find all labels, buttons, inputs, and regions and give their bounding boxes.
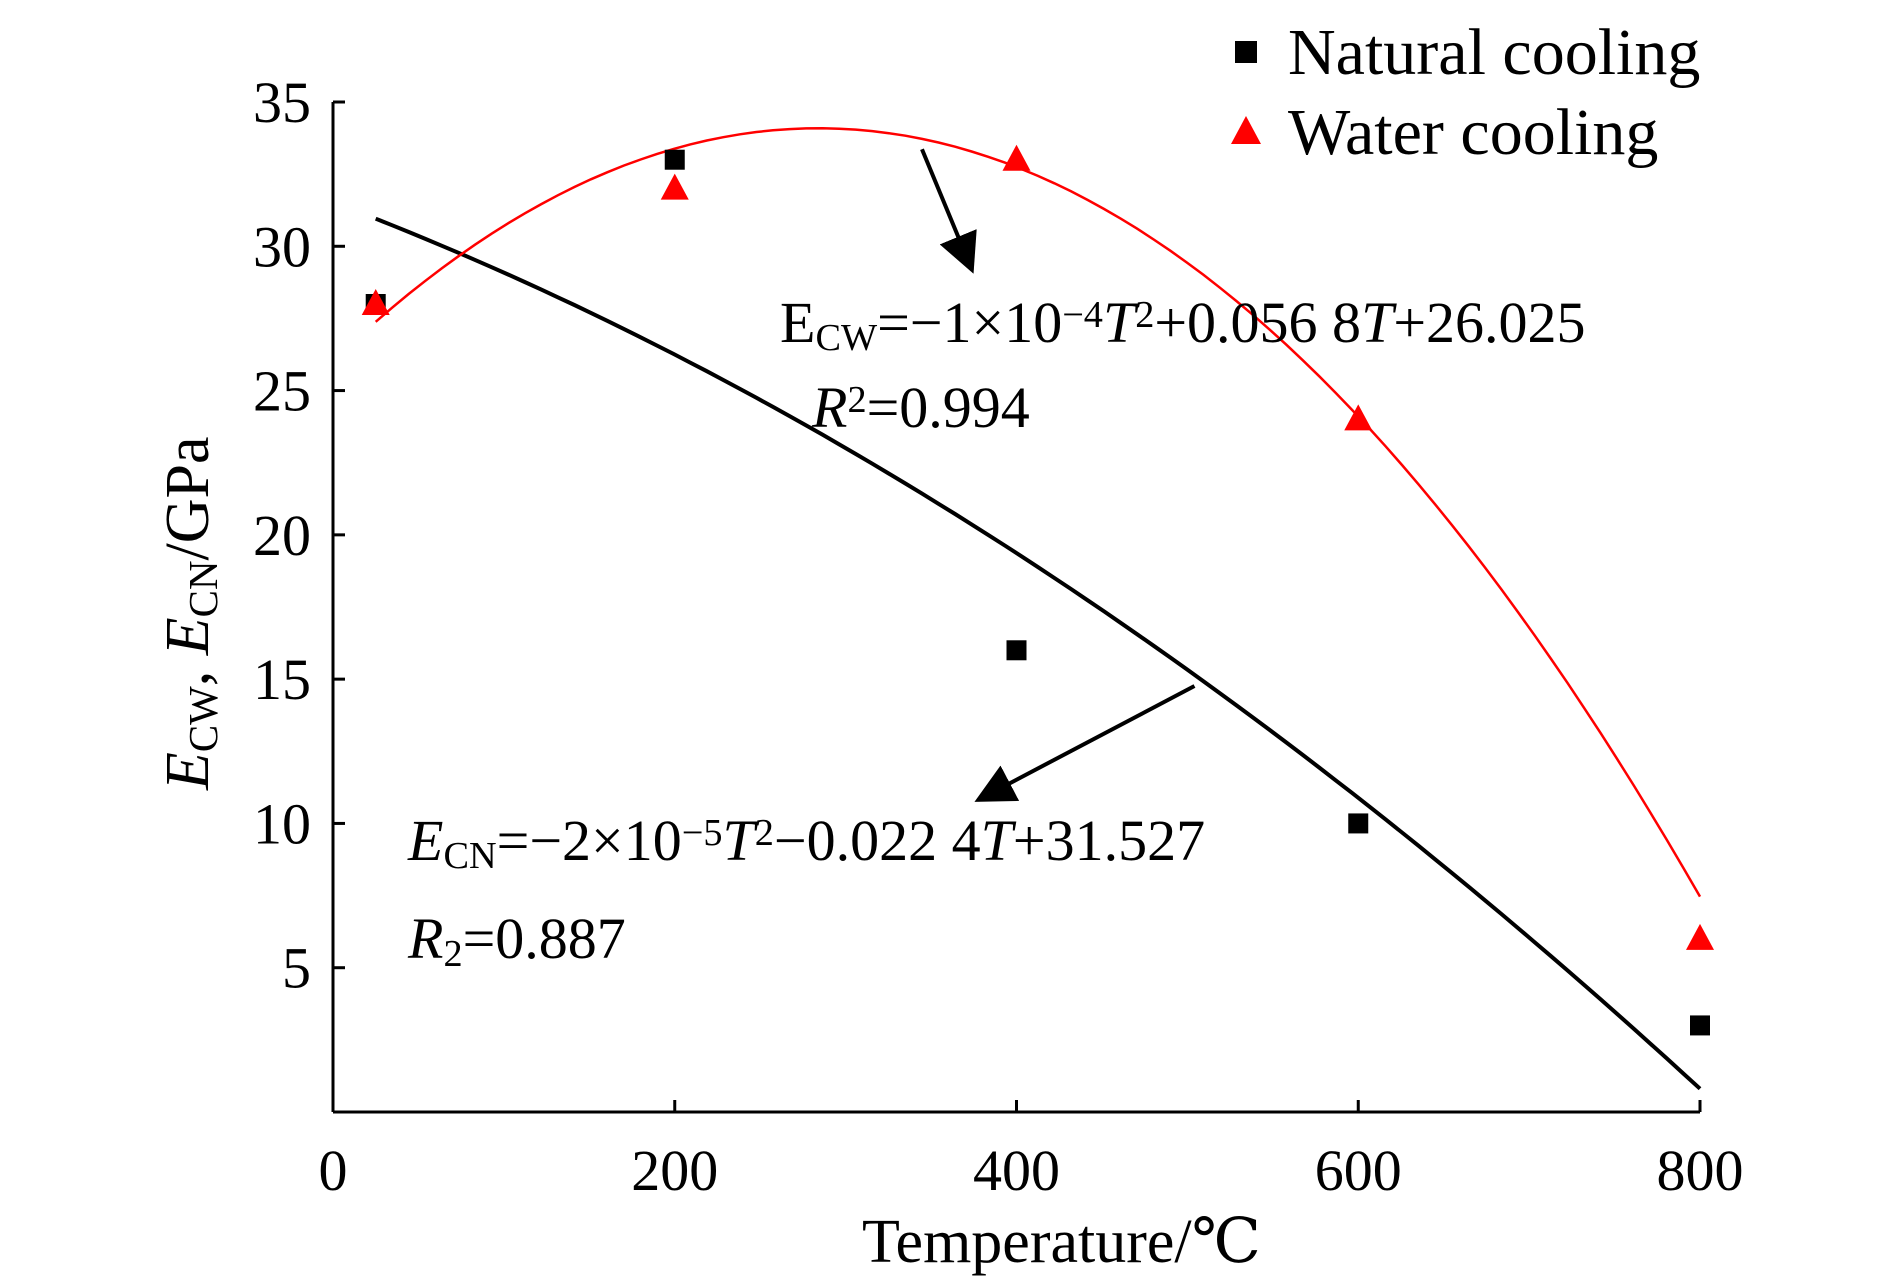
equation-water-part-1: CW xyxy=(815,317,878,359)
r2-natural-part-0: R xyxy=(407,906,443,971)
y-axis-title-part-1: CW xyxy=(181,686,226,752)
r2-natural-part-2: =0.887 xyxy=(463,906,626,971)
equation-natural-part-8: +31.527 xyxy=(1013,808,1205,873)
y-axis-title-part-5: /GPa xyxy=(154,437,222,561)
legend-label-0: Natural cooling xyxy=(1288,16,1700,89)
equation-natural-part-5: 2 xyxy=(755,812,774,854)
point-s0-3 xyxy=(1348,813,1369,834)
legend-label-1: Water cooling xyxy=(1288,96,1658,169)
x-tick-label-600: 600 xyxy=(1315,1138,1402,1203)
point-s0-2 xyxy=(1006,640,1027,661)
arrow-natural xyxy=(974,684,1196,802)
data-points xyxy=(361,144,1714,1036)
equation-water-part-6: +0.056 8 xyxy=(1154,290,1361,355)
y-axis-title-part-2: , xyxy=(154,655,222,686)
point-s1-2 xyxy=(1002,144,1031,171)
point-s1-0 xyxy=(361,289,390,315)
fit-curve-1 xyxy=(374,127,1702,898)
point-s1-4 xyxy=(1686,923,1714,950)
annotations: ECW=−1×10−4T2+0.056 8T+26.025R2=0.994ECN… xyxy=(407,148,1586,975)
r2-water: R2=0.994 xyxy=(811,375,1030,440)
y-tick-label-10: 10 xyxy=(253,791,311,856)
y-axis-title-part-0: E xyxy=(154,752,222,791)
point-s0-4 xyxy=(1690,1015,1710,1036)
equation-water-part-3: −4 xyxy=(1062,294,1103,336)
point-s0-1 xyxy=(664,149,685,170)
equation-natural-part-6: −0.022 4 xyxy=(774,808,981,873)
equation-natural-part-0: E xyxy=(407,808,443,873)
r2-water-part-0: R xyxy=(811,375,847,440)
y-axis-title-part-4: CN xyxy=(181,561,226,618)
equation-natural-part-2: =−2×10 xyxy=(497,808,682,873)
legend-marker-1 xyxy=(1231,116,1261,144)
ticks: 0 200 400 600 800 5 10 15 20 25 30 35 xyxy=(253,70,1744,1203)
x-tick-label-400: 400 xyxy=(973,1138,1060,1203)
y-tick-label-5: 5 xyxy=(282,936,311,1001)
equation-natural-part-4: T xyxy=(722,808,758,873)
y-tick-label-35: 35 xyxy=(253,70,311,135)
r2-natural-part-1: 2 xyxy=(443,933,462,975)
fit-curve-0 xyxy=(374,216,1702,1091)
x-tick-label-200: 200 xyxy=(631,1138,718,1203)
equation-natural-part-1: CN xyxy=(443,835,496,877)
y-tick-label-15: 15 xyxy=(253,647,311,712)
equation-water-part-8: +26.025 xyxy=(1393,290,1585,355)
y-tick-label-30: 30 xyxy=(253,214,311,279)
y-tick-label-25: 25 xyxy=(253,359,311,424)
equation-water-part-7: T xyxy=(1361,290,1397,355)
point-s1-1 xyxy=(660,173,689,200)
y-axis-title: ECW, ECN/GPa xyxy=(154,437,226,791)
fit-curves xyxy=(374,127,1702,1091)
x-tick-label-0: 0 xyxy=(319,1138,348,1203)
x-tick-label-800: 800 xyxy=(1657,1138,1744,1203)
point-s1-3 xyxy=(1344,404,1373,431)
r2-natural: R2=0.887 xyxy=(407,906,626,975)
y-tick-label-20: 20 xyxy=(253,503,311,568)
equation-water-part-2: =−1×10 xyxy=(877,290,1062,355)
x-axis-title: Temperature/℃ xyxy=(862,1208,1261,1276)
y-axis-title-part-3: E xyxy=(154,617,222,656)
equation-water-part-0: E xyxy=(780,290,815,355)
legend-marker-0 xyxy=(1235,41,1257,63)
equation-water: ECW=−1×10−4T2+0.056 8T+26.025 xyxy=(780,290,1586,359)
equation-water-part-5: 2 xyxy=(1135,294,1154,336)
equation-water-part-4: T xyxy=(1103,290,1139,355)
r2-water-part-1: 2 xyxy=(847,379,866,421)
arrow-water xyxy=(920,148,977,274)
r2-water-part-2: =0.994 xyxy=(867,375,1030,440)
equation-natural-part-7: T xyxy=(981,808,1017,873)
equation-natural: ECN=−2×10−5T2−0.022 4T+31.527 xyxy=(407,808,1205,877)
equation-natural-part-3: −5 xyxy=(682,812,723,854)
